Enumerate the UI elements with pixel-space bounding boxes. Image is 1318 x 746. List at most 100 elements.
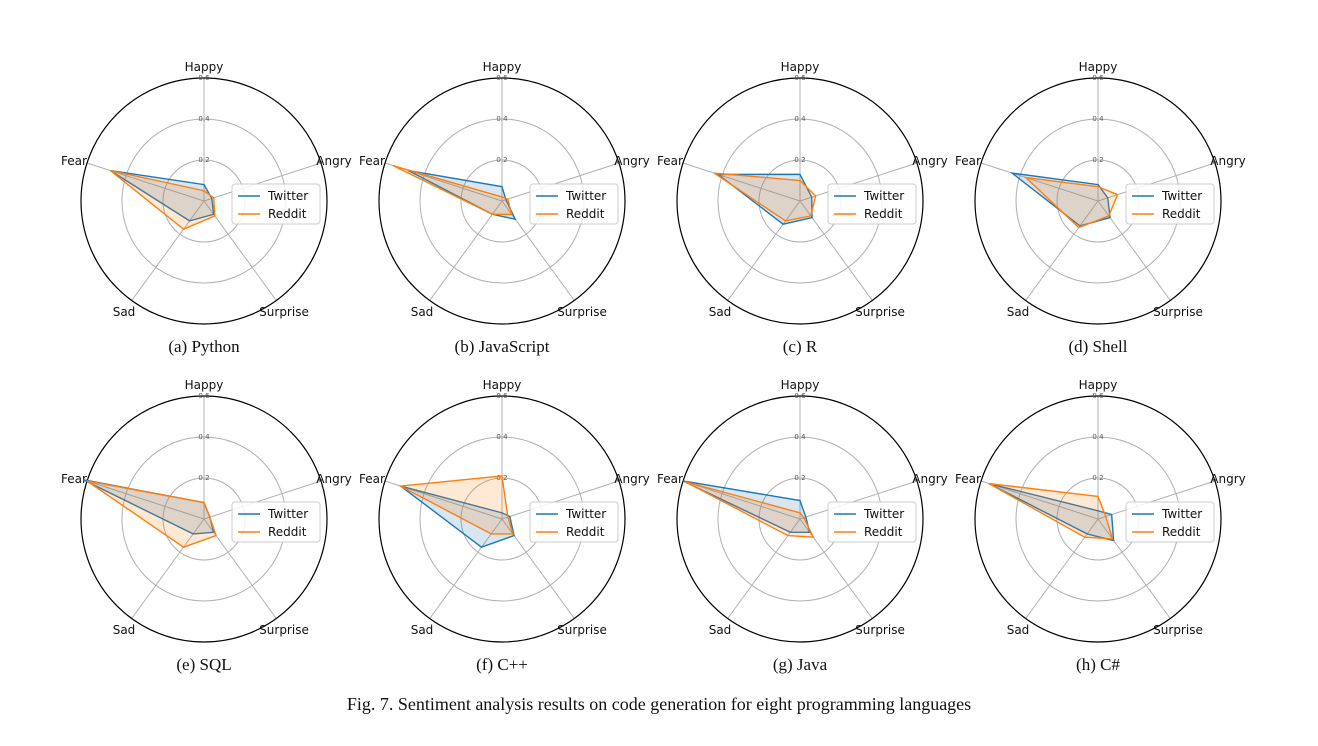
axis-label-fear: Fear: [657, 472, 683, 486]
tick-label: 0.4: [1092, 433, 1104, 441]
legend-label-twitter: Twitter: [1161, 189, 1202, 203]
axis-label-sad: Sad: [411, 305, 434, 319]
axis-label-angry: Angry: [316, 154, 351, 168]
spoke-angry: [501, 480, 620, 520]
axis-label-surprise: Surprise: [855, 623, 905, 637]
axis-label-fear: Fear: [359, 472, 385, 486]
axis-label-surprise: Surprise: [557, 305, 607, 319]
tick-label: 0.6: [496, 74, 508, 82]
axis-label-happy: Happy: [1079, 60, 1118, 74]
outer-circle: [80, 77, 328, 325]
legend-label-twitter: Twitter: [863, 189, 904, 203]
spoke-angry: [203, 162, 322, 202]
outer-circle: [80, 395, 328, 643]
spoke-sad: [131, 518, 205, 619]
figure-caption: Fig. 7. Sentiment analysis results on co…: [346, 694, 972, 714]
series-reddit-area: [988, 482, 1114, 540]
legend-label-reddit: Reddit: [1162, 207, 1201, 221]
axis-label-sad: Sad: [113, 623, 136, 637]
outer-circle: [378, 77, 626, 325]
axis-label-happy: Happy: [185, 60, 224, 74]
outer-circle: [974, 77, 1222, 325]
axis-label-angry: Angry: [614, 472, 649, 486]
axis-label-surprise: Surprise: [855, 305, 905, 319]
spoke-sad: [1025, 200, 1099, 301]
series-reddit-area: [1023, 176, 1119, 229]
legend-label-twitter: Twitter: [267, 507, 308, 521]
axis-label-happy: Happy: [781, 60, 820, 74]
axis-label-fear: Fear: [61, 154, 87, 168]
spoke-angry: [1097, 480, 1216, 520]
subfigure-caption: (f) C++: [476, 655, 528, 674]
series-twitter-area: [988, 482, 1115, 542]
axis-label-angry: Angry: [912, 472, 947, 486]
spoke-angry: [799, 162, 918, 202]
axis-label-happy: Happy: [483, 378, 522, 392]
outer-circle: [974, 395, 1222, 643]
spoke-fear: [682, 162, 801, 202]
tick-label: 0.4: [1092, 115, 1104, 123]
series-reddit-area: [109, 169, 216, 231]
spoke-surprise: [203, 200, 277, 301]
axis-label-fear: Fear: [359, 154, 385, 168]
legend-label-reddit: Reddit: [864, 525, 903, 539]
legend-label-reddit: Reddit: [1162, 525, 1201, 539]
legend-label-twitter: Twitter: [1161, 507, 1202, 521]
spoke-fear: [86, 480, 205, 520]
tick-label: 0.4: [794, 115, 806, 123]
axis-label-happy: Happy: [483, 60, 522, 74]
legend-label-reddit: Reddit: [268, 525, 307, 539]
axis-label-happy: Happy: [185, 378, 224, 392]
axis-label-happy: Happy: [781, 378, 820, 392]
legend-label-reddit: Reddit: [864, 207, 903, 221]
tick-label: 0.4: [198, 115, 210, 123]
subfigure-caption: (e) SQL: [176, 655, 231, 674]
axis-label-sad: Sad: [113, 305, 136, 319]
subfigure-caption: (b) JavaScript: [455, 337, 550, 356]
axis-label-fear: Fear: [657, 154, 683, 168]
outer-circle: [676, 395, 924, 643]
tick-label: 0.2: [198, 474, 209, 482]
axis-label-fear: Fear: [955, 472, 981, 486]
subfigure-caption: (c) R: [783, 337, 818, 356]
spoke-sad: [1025, 518, 1099, 619]
subfigure-caption: (g) Java: [773, 655, 828, 674]
tick-label: 0.2: [1092, 156, 1103, 164]
spoke-angry: [799, 480, 918, 520]
spoke-fear: [980, 162, 1099, 202]
legend-label-reddit: Reddit: [566, 207, 605, 221]
series-twitter-area: [682, 480, 811, 533]
spoke-sad: [429, 518, 503, 619]
axis-label-sad: Sad: [1007, 623, 1030, 637]
tick-label: 0.4: [496, 433, 508, 441]
outer-circle: [378, 395, 626, 643]
axis-label-sad: Sad: [709, 623, 732, 637]
tick-label: 0.4: [496, 115, 508, 123]
series-reddit-area: [86, 480, 217, 548]
spoke-sad: [429, 200, 503, 301]
tick-label: 0.4: [198, 433, 210, 441]
spoke-fear: [980, 480, 1099, 520]
subfigure-caption: (a) Python: [168, 337, 240, 356]
axis-label-surprise: Surprise: [1153, 305, 1203, 319]
series-reddit-area: [398, 475, 514, 535]
spoke-sad: [727, 200, 801, 301]
axis-label-surprise: Surprise: [1153, 623, 1203, 637]
radar-chart-6: 0.20.40.6HappyAngrySurpriseSadFearTwitte…: [359, 378, 650, 674]
tick-label: 0.6: [794, 74, 806, 82]
axis-label-sad: Sad: [411, 623, 434, 637]
spoke-surprise: [1097, 518, 1171, 619]
legend-label-reddit: Reddit: [566, 525, 605, 539]
series-reddit-area: [684, 480, 815, 539]
subfigure-caption: (h) C#: [1076, 655, 1120, 674]
axis-label-happy: Happy: [1079, 378, 1118, 392]
axis-label-fear: Fear: [955, 154, 981, 168]
tick-label: 0.2: [794, 474, 805, 482]
axis-label-angry: Angry: [912, 154, 947, 168]
legend-label-reddit: Reddit: [268, 207, 307, 221]
legend-label-twitter: Twitter: [565, 189, 606, 203]
